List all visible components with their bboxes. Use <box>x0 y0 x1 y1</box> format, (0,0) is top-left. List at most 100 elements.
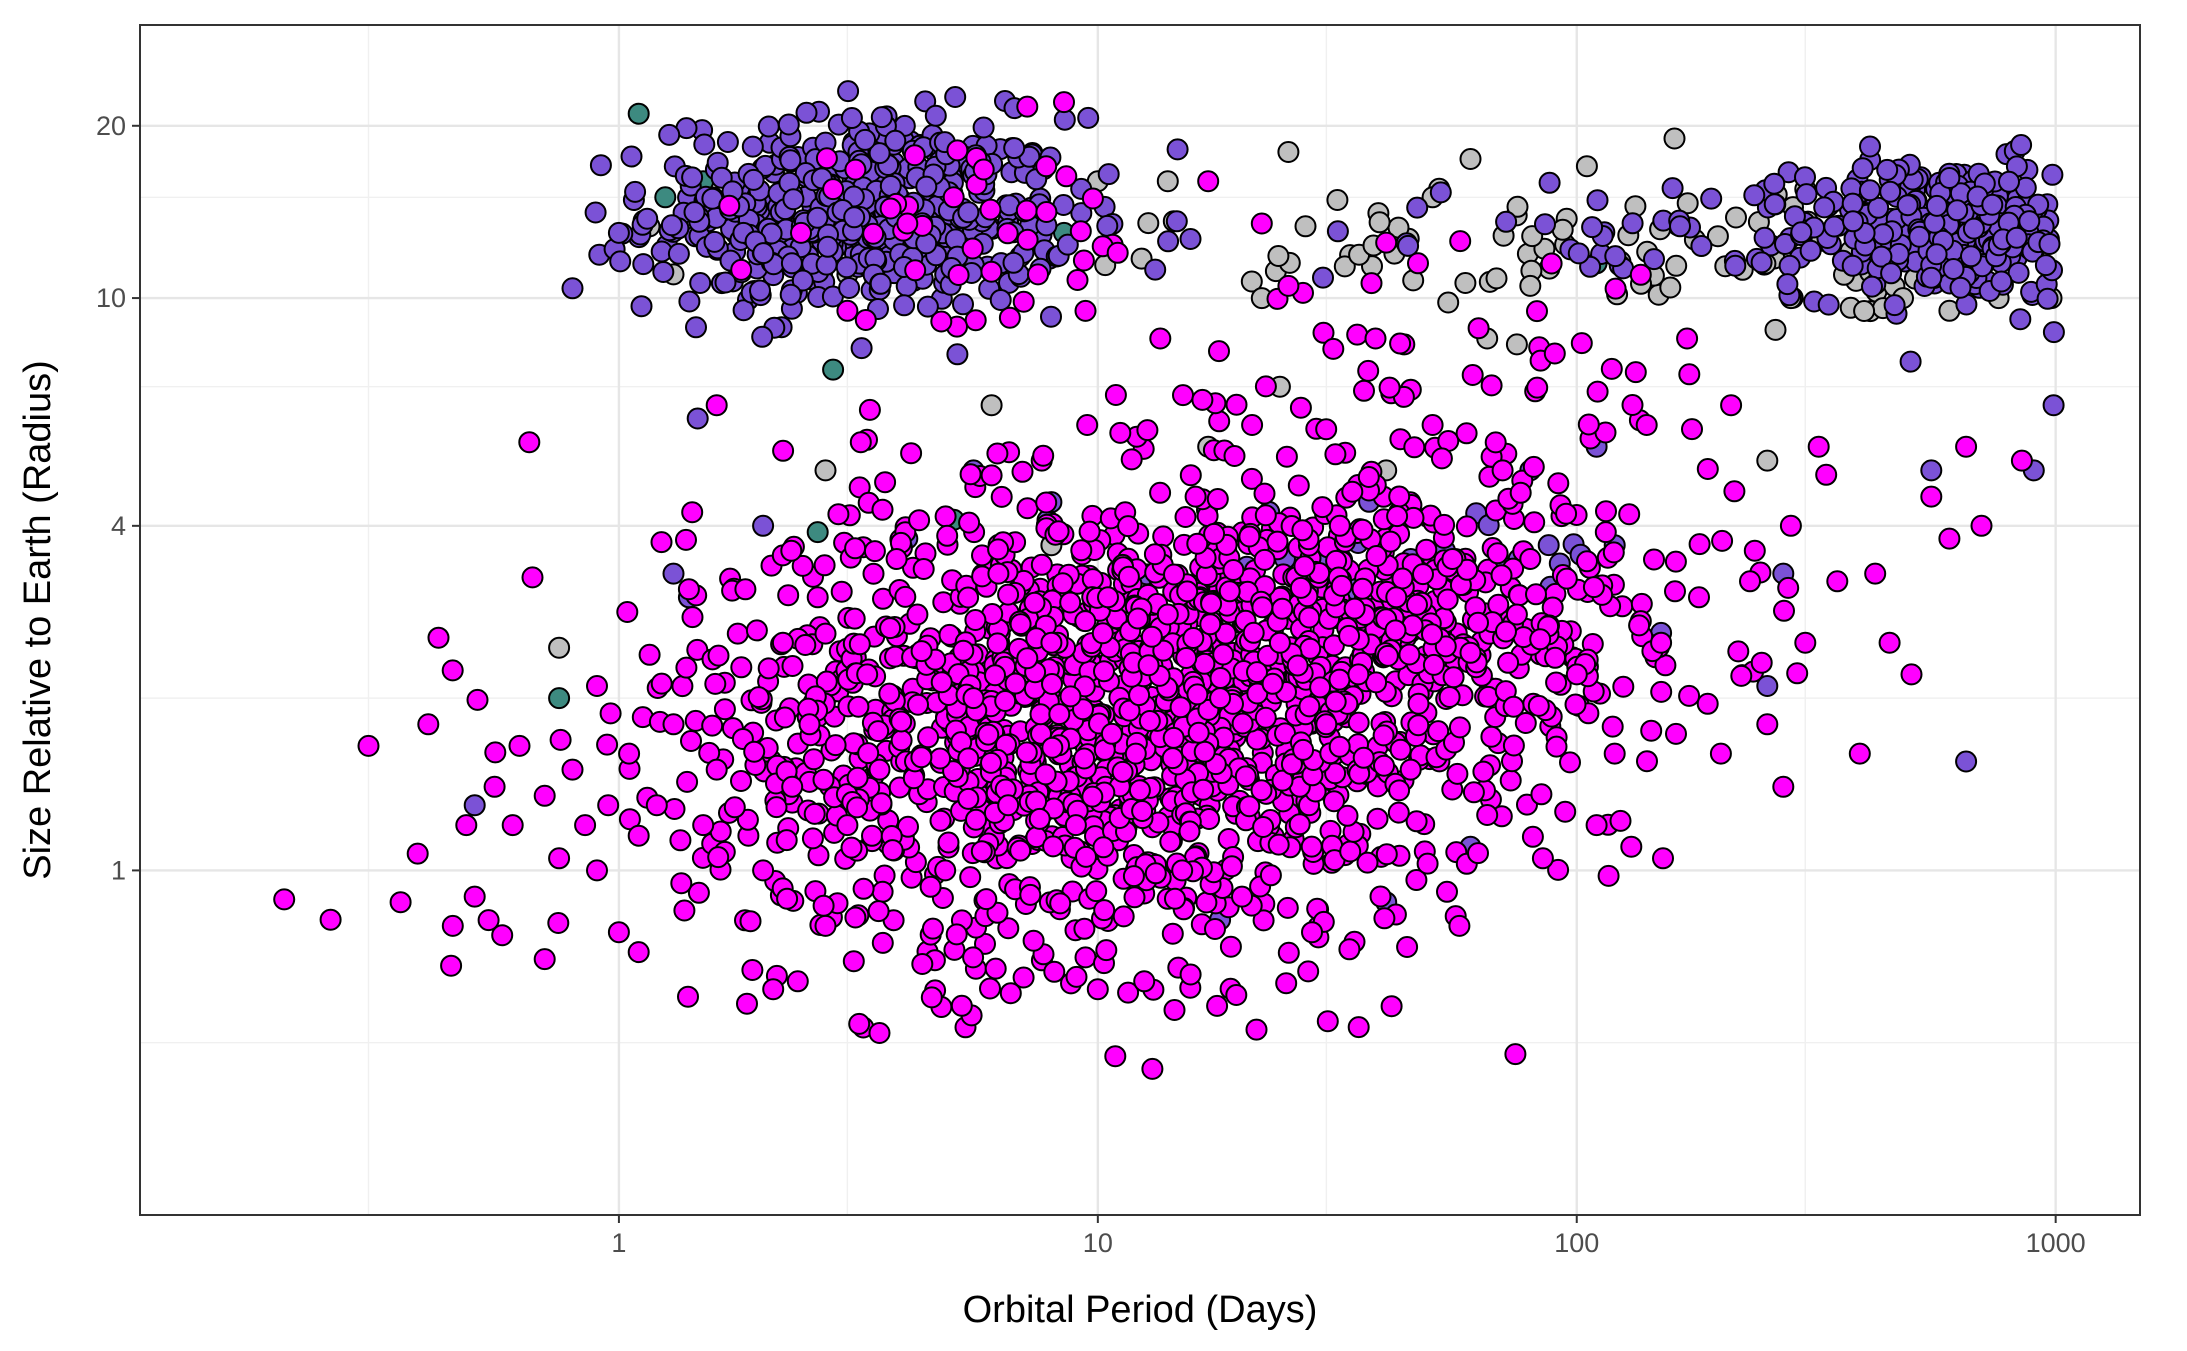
data-point <box>884 129 907 152</box>
data-point <box>1764 318 1787 341</box>
data-point <box>1360 272 1383 295</box>
data-point <box>862 222 885 245</box>
data-point <box>1565 663 1588 686</box>
data-point <box>1055 165 1078 188</box>
data-point <box>1706 225 1729 248</box>
data-point <box>1537 534 1560 557</box>
data-point <box>1324 762 1347 785</box>
data-point <box>1858 179 1881 202</box>
data-point <box>1234 765 1257 788</box>
data-point <box>389 891 412 914</box>
data-point <box>1725 206 1747 229</box>
data-point <box>1750 651 1773 674</box>
data-point <box>1300 835 1323 858</box>
data-point <box>757 115 780 138</box>
data-point <box>2042 321 2065 344</box>
data-point <box>1664 550 1687 573</box>
data-point <box>599 702 622 725</box>
data-point <box>1601 715 1624 738</box>
data-point <box>1009 839 1032 862</box>
data-point <box>791 269 814 292</box>
data-point <box>685 316 707 339</box>
data-point <box>483 775 506 798</box>
data-point <box>779 283 802 306</box>
data-point <box>1157 230 1180 253</box>
data-point <box>1085 880 1108 903</box>
data-point <box>752 859 775 882</box>
data-point <box>896 212 919 235</box>
data-point <box>681 606 704 629</box>
data-point <box>1665 722 1687 745</box>
data-point <box>1161 922 1184 945</box>
data-point <box>920 986 943 1009</box>
data-point <box>1351 577 1374 600</box>
data-point <box>1448 914 1471 937</box>
data-point <box>1064 814 1087 837</box>
data-point <box>1043 960 1066 983</box>
data-point <box>1859 135 1881 158</box>
data-point <box>1730 664 1753 687</box>
data-point <box>1364 327 1387 350</box>
data-point <box>1203 522 1226 545</box>
data-point <box>1192 778 1215 801</box>
data-point <box>1095 939 1118 962</box>
data-point <box>959 866 982 889</box>
data-point <box>975 888 998 911</box>
data-point <box>1016 497 1039 520</box>
data-point <box>1015 199 1038 222</box>
data-point <box>806 521 829 544</box>
data-point <box>1577 413 1600 436</box>
data-point <box>1434 635 1457 658</box>
data-point <box>609 250 632 273</box>
data-point <box>1521 825 1544 848</box>
data-point <box>964 309 987 332</box>
data-point <box>1522 455 1545 478</box>
data-point <box>1208 410 1231 433</box>
data-point <box>675 656 698 679</box>
data-point <box>687 881 710 904</box>
data-point <box>1267 245 1290 267</box>
data-point <box>852 877 875 900</box>
data-point <box>1433 513 1456 536</box>
data-point <box>1277 274 1300 297</box>
data-point <box>1723 480 1746 503</box>
data-point <box>1357 466 1380 488</box>
data-point <box>586 859 608 882</box>
data-point <box>1343 597 1366 620</box>
data-point <box>962 946 985 969</box>
data-point <box>1015 741 1038 764</box>
data-point <box>638 643 661 666</box>
data-point <box>1867 196 1890 219</box>
data-point <box>1635 414 1658 436</box>
data-point <box>1525 583 1547 606</box>
data-point <box>1126 607 1149 630</box>
data-point <box>1743 184 1766 207</box>
data-point <box>1217 828 1240 850</box>
data-point <box>1172 384 1194 407</box>
data-point <box>1407 252 1429 275</box>
data-point <box>1681 418 1703 441</box>
data-point <box>1519 274 1542 297</box>
data-point <box>1353 379 1375 402</box>
data-point <box>1429 181 1452 204</box>
data-point <box>890 710 913 733</box>
data-point <box>607 921 630 944</box>
data-point <box>1195 891 1218 914</box>
data-point <box>854 309 877 331</box>
y-tick-label: 10 <box>96 283 126 313</box>
data-point <box>773 706 796 729</box>
data-point <box>1763 193 1786 216</box>
data-point <box>814 622 837 645</box>
data-point <box>675 528 697 551</box>
data-point <box>1225 984 1248 1006</box>
data-point <box>730 770 752 792</box>
data-point <box>1386 505 1409 528</box>
data-point <box>1286 654 1309 677</box>
data-point <box>1093 899 1116 922</box>
data-point <box>1938 167 1961 189</box>
data-point <box>1315 418 1338 441</box>
data-point <box>987 562 1010 585</box>
data-point <box>1133 970 1156 993</box>
data-point <box>1416 852 1439 875</box>
data-point <box>840 836 863 859</box>
